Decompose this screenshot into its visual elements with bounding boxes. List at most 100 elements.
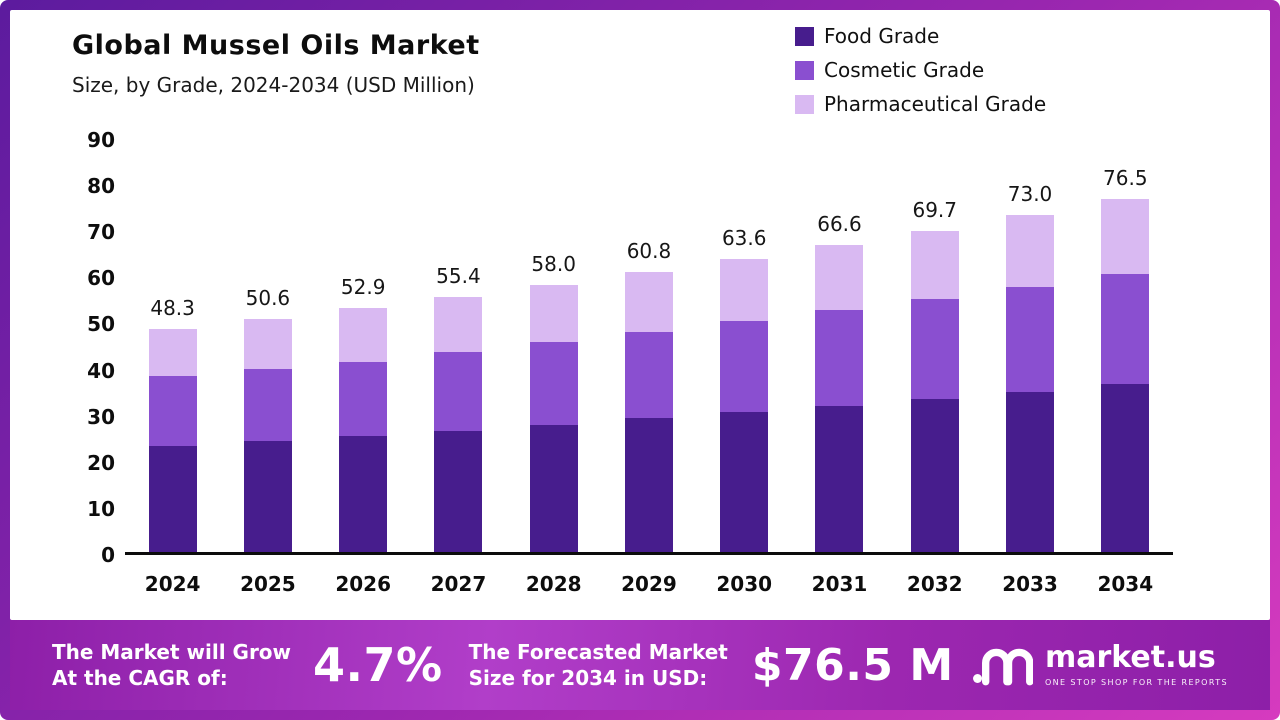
bar-segment-food-grade [1006, 391, 1055, 552]
bar-total-label: 63.6 [721, 225, 767, 250]
bar-stack [624, 271, 673, 552]
y-tick-label: 40 [87, 358, 115, 383]
bar-segment-cosmetic-grade [339, 361, 388, 437]
x-tick-label: 2025 [240, 572, 296, 596]
forecast-value: $76.5 M [751, 639, 954, 691]
bar-segment-cosmetic-grade [815, 310, 864, 406]
bar-segment-cosmetic-grade [1101, 274, 1150, 384]
chart-header: Global Mussel Oils Market Size, by Grade… [72, 30, 480, 97]
bar-total-label: 48.3 [150, 296, 195, 321]
forecast-label-line2: Size for 2034 in USD: [468, 666, 708, 690]
bar-segment-cosmetic-grade [1006, 286, 1055, 392]
bar-2032: 69.7 [887, 140, 982, 552]
x-tick-label: 2033 [1002, 572, 1058, 596]
forecast-label: The Forecasted Market Size for 2034 in U… [469, 639, 728, 691]
y-axis: 0 10 20 30 40 50 60 70 80 90 [50, 128, 115, 567]
bar-2027: 55.4 [411, 140, 506, 552]
bar-segment-food-grade [910, 398, 959, 552]
bar-total-label: 52.9 [340, 275, 386, 300]
x-tick-label: 2029 [621, 572, 677, 596]
bar-segment-pharmaceutical-grade [434, 296, 483, 353]
bar-stack [910, 230, 959, 552]
cagr-value: 4.7% [313, 638, 443, 692]
cagr-banner: The Market will Grow At the CAGR of: 4.7… [10, 620, 1270, 710]
bar-segment-pharmaceutical-grade [529, 284, 578, 343]
y-tick-label: 50 [87, 312, 115, 337]
cagr-label-line1: The Market will Grow [52, 640, 292, 664]
bar-2025: 50.6 [220, 140, 315, 552]
y-tick-label: 80 [87, 174, 115, 199]
y-tick-label: 20 [87, 450, 115, 475]
bar-segment-cosmetic-grade [624, 331, 673, 419]
legend-swatch [795, 60, 814, 80]
bar-total-label: 73.0 [1007, 182, 1053, 207]
plot-area: 48.3 50.6 52.9 55.4 58.0 60.8 63.6 66.6 69.7 73.0… [125, 140, 1173, 555]
bar-segment-cosmetic-grade [529, 342, 578, 425]
y-tick-label: 70 [87, 220, 115, 245]
bar-2028: 58.0 [506, 140, 601, 552]
bar-segment-pharmaceutical-grade [815, 244, 864, 311]
bar-segment-food-grade [434, 430, 483, 552]
bar-segment-cosmetic-grade [910, 299, 959, 399]
bar-stack [148, 329, 197, 552]
bar-2029: 60.8 [601, 140, 696, 552]
legend-item-cosmetic-grade: Cosmetic Grade [795, 58, 1046, 82]
bar-segment-cosmetic-grade [434, 352, 483, 431]
bar-total-label: 50.6 [245, 285, 291, 310]
chart-subtitle: Size, by Grade, 2024-2034 (USD Million) [72, 73, 475, 97]
bar-total-label: 69.7 [912, 197, 958, 222]
chart-title: Global Mussel Oils Market [72, 30, 480, 61]
bar-2034: 76.5 [1078, 140, 1173, 552]
brand-tagline: ONE STOP SHOP FOR THE REPORTS [1044, 678, 1228, 687]
bar-total-label: 76.5 [1103, 166, 1148, 191]
bar-segment-pharmaceutical-grade [1006, 215, 1055, 287]
bar-segment-cosmetic-grade [148, 376, 197, 446]
bar-total-label: 58.0 [531, 251, 576, 276]
bar-segment-pharmaceutical-grade [243, 318, 292, 370]
x-tick-label: 2027 [430, 572, 487, 596]
bar-2026: 52.9 [316, 140, 411, 552]
brand-logo: market.us ONE STOP SHOP FOR THE REPORTS [971, 638, 1228, 692]
bar-total-label: 66.6 [817, 211, 862, 236]
bar-2024: 48.3 [125, 140, 220, 552]
bar-segment-pharmaceutical-grade [148, 329, 197, 377]
bar-total-label: 55.4 [436, 263, 481, 288]
chart-legend: Food Grade Cosmetic Grade Pharmaceutical G… [795, 24, 1046, 116]
legend-label: Pharmaceutical Grade [824, 92, 1047, 116]
bar-stack [720, 258, 769, 552]
y-tick-label: 60 [87, 266, 115, 291]
bar-segment-food-grade [529, 424, 578, 552]
bar-stack [243, 318, 292, 552]
legend-label: Cosmetic Grade [824, 58, 985, 82]
legend-swatch [795, 94, 814, 114]
bar-segment-food-grade [720, 412, 769, 552]
cagr-label-line2: At the CAGR of: [52, 666, 228, 690]
bar-segment-pharmaceutical-grade [339, 308, 388, 362]
x-axis-labels: 2024 2025 2026 2027 2028 2029 2030 2031 2032 2033… [125, 572, 1173, 596]
bar-segment-food-grade [243, 441, 292, 552]
x-tick-label: 2032 [906, 572, 963, 596]
legend-item-pharmaceutical-grade: Pharmaceutical Grade [795, 92, 1046, 116]
chart-panel: Global Mussel Oils Market Size, by Grade… [10, 10, 1270, 620]
brand-name: market.us [1044, 640, 1216, 675]
legend-label: Food Grade [824, 24, 940, 48]
bar-total-label: 60.8 [626, 238, 672, 263]
cagr-label: The Market will Grow At the CAGR of: [52, 639, 291, 691]
bar-stack [434, 296, 483, 552]
y-tick-label: 0 [101, 543, 115, 567]
y-tick-label: 90 [87, 128, 115, 152]
bar-stack [1006, 215, 1055, 552]
bar-segment-cosmetic-grade [243, 369, 292, 442]
bar-segment-food-grade [815, 405, 864, 552]
bar-segment-food-grade [148, 445, 197, 552]
legend-swatch [795, 26, 814, 46]
bar-segment-pharmaceutical-grade [720, 258, 769, 322]
y-tick-label: 10 [87, 496, 115, 521]
bar-segment-pharmaceutical-grade [624, 271, 673, 332]
x-tick-label: 2031 [811, 572, 868, 596]
legend-item-food-grade: Food Grade [795, 24, 1046, 48]
bar-segment-cosmetic-grade [720, 321, 769, 413]
bar-2031: 66.6 [792, 140, 887, 552]
bar-segment-food-grade [1101, 383, 1150, 552]
